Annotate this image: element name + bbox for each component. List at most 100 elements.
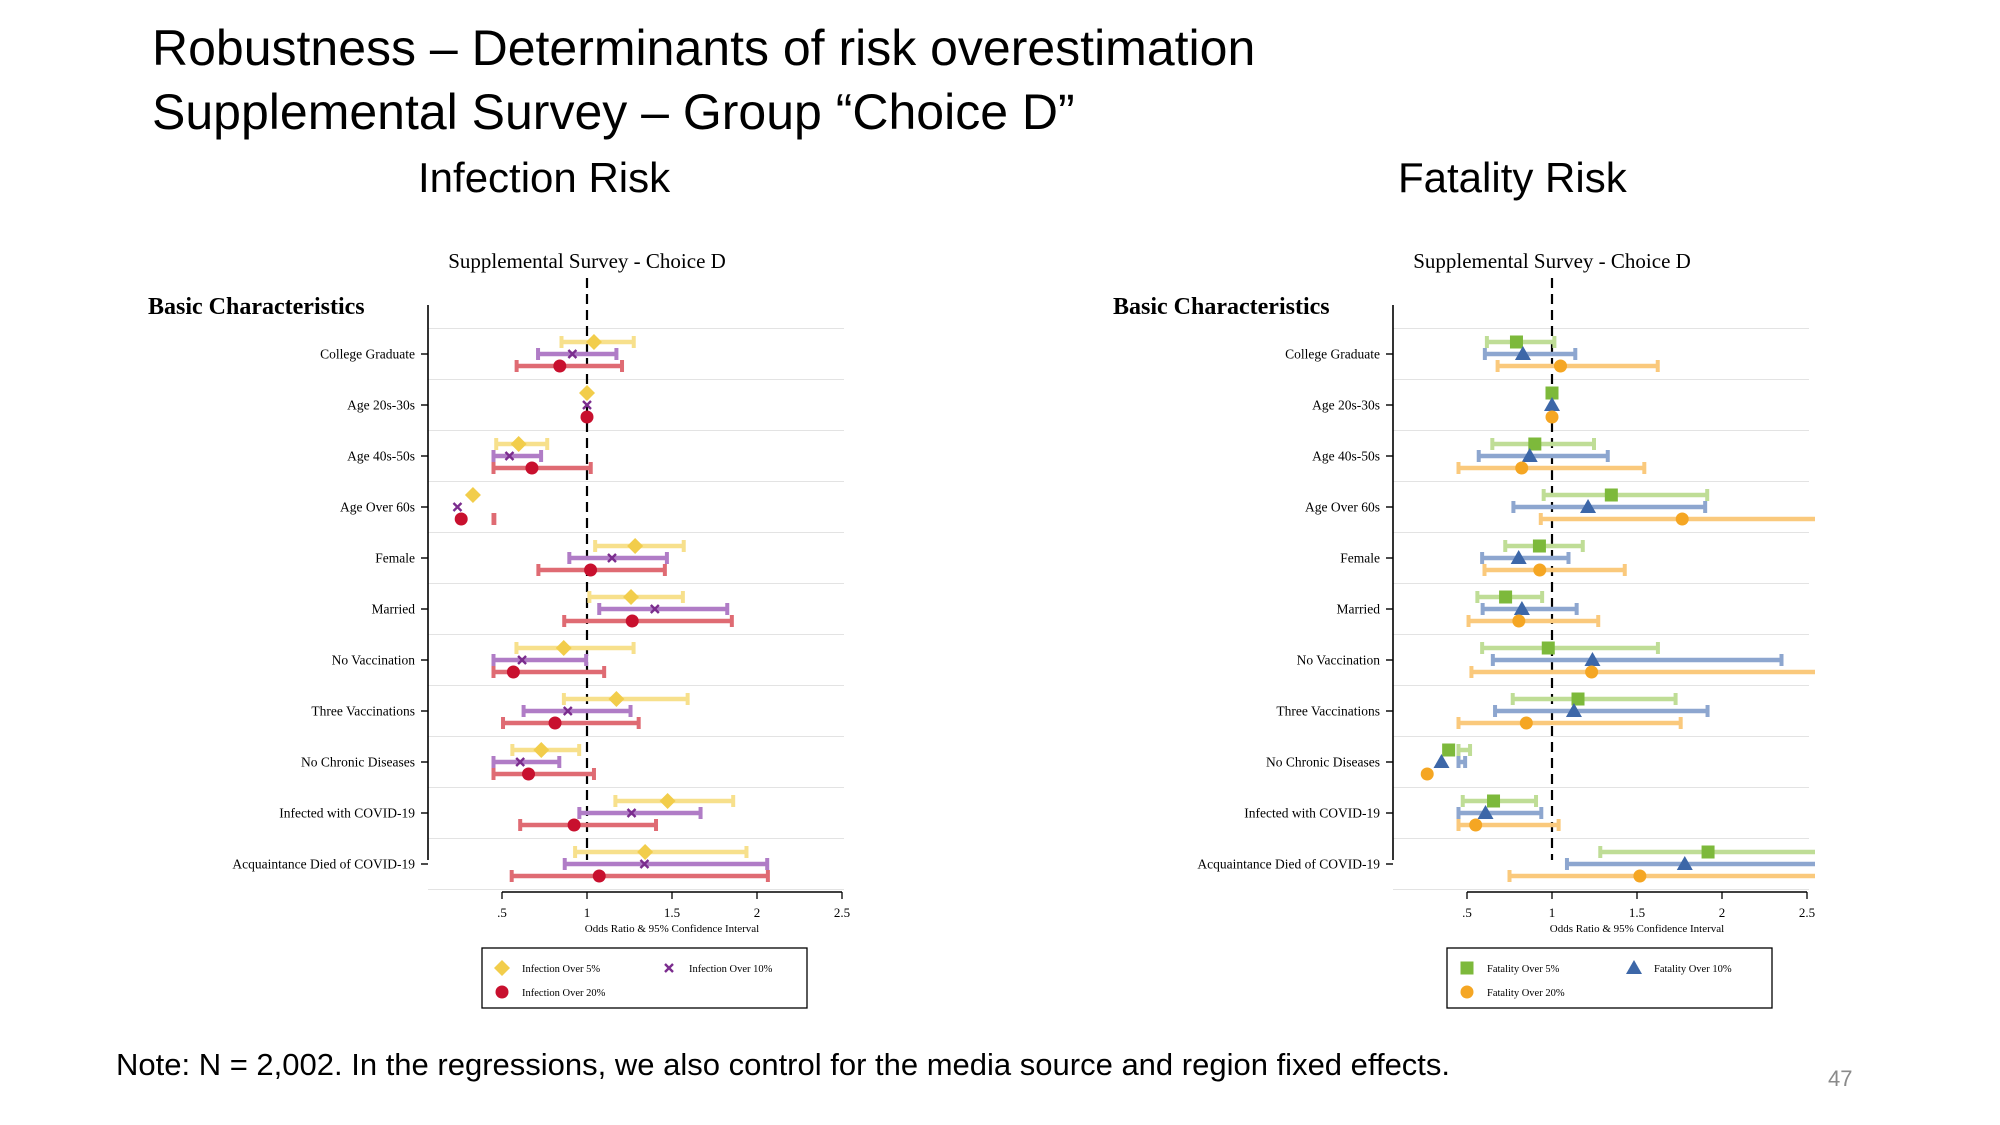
- estimate-point: [1469, 818, 1483, 832]
- estimate-point: [1544, 397, 1560, 411]
- section-label: Basic Characteristics: [148, 294, 365, 320]
- legend-label: Fatality Over 5%: [1487, 964, 1560, 975]
- estimate-point: [1514, 346, 1531, 360]
- category-label: No Chronic Diseases: [301, 755, 415, 770]
- x-tick-label: 2: [754, 905, 761, 920]
- category-label: College Graduate: [320, 347, 415, 362]
- chart-title: Supplemental Survey - Choice D: [1413, 249, 1691, 273]
- estimate-point: [649, 604, 660, 614]
- footnote: Note: N = 2,002. In the regressions, we …: [116, 1047, 1451, 1082]
- category-label: Female: [375, 551, 415, 566]
- legend-marker: [664, 963, 674, 973]
- estimate-point: [1545, 386, 1559, 400]
- estimate-point: [1545, 410, 1559, 424]
- infection-panel-title: Infection Risk: [418, 154, 671, 201]
- estimate-point: [1585, 665, 1599, 679]
- legend-label: Fatality Over 20%: [1487, 988, 1565, 999]
- estimate-point: [608, 691, 625, 707]
- legend-marker: [1460, 985, 1474, 999]
- category-label: Age 20s-30s: [1312, 398, 1380, 413]
- estimate-point: [659, 793, 676, 809]
- estimate-point: [510, 436, 527, 452]
- category-label: Three Vaccinations: [1276, 704, 1380, 719]
- category-label: Acquaintance Died of COVID-19: [1197, 857, 1380, 872]
- estimate-point: [1533, 563, 1547, 577]
- category-label: No Vaccination: [332, 653, 416, 668]
- x-tick-label: 2.5: [1799, 905, 1815, 920]
- estimate-point: [1499, 590, 1513, 604]
- estimate-point: [623, 589, 640, 605]
- legend-label: Infection Over 5%: [522, 964, 600, 975]
- estimate-point: [1509, 335, 1523, 349]
- estimate-point: [1420, 767, 1434, 781]
- category-label: Married: [372, 602, 416, 617]
- estimate-point: [553, 359, 567, 373]
- estimate-point: [1676, 856, 1693, 870]
- category-label: No Vaccination: [1297, 653, 1381, 668]
- category-label: Age 40s-50s: [347, 449, 415, 464]
- estimate-point: [1528, 437, 1542, 451]
- estimate-point: [592, 869, 606, 883]
- category-label: Three Vaccinations: [311, 704, 415, 719]
- category-label: Married: [1337, 602, 1381, 617]
- estimate-point: [1515, 461, 1529, 475]
- estimate-point: [1433, 754, 1450, 768]
- estimate-point: [464, 487, 481, 503]
- estimate-point: [1512, 614, 1526, 628]
- estimate-point: [454, 512, 468, 526]
- estimate-point: [506, 665, 520, 679]
- estimate-point: [567, 349, 578, 359]
- estimate-point: [1571, 692, 1585, 706]
- estimate-point: [1541, 641, 1555, 655]
- estimate-point: [637, 844, 654, 860]
- category-label: Age Over 60s: [1305, 500, 1380, 515]
- legend-marker: [1626, 960, 1642, 974]
- estimate-point: [1532, 539, 1546, 553]
- estimate-point: [1519, 716, 1533, 730]
- x-tick-label: 1.5: [1629, 905, 1645, 920]
- estimate-point: [580, 410, 594, 424]
- estimate-point: [1701, 845, 1715, 859]
- estimate-point: [627, 538, 644, 554]
- category-label: Age 40s-50s: [1312, 449, 1380, 464]
- x-tick-label: 1.5: [664, 905, 680, 920]
- legend-label: Infection Over 20%: [522, 988, 606, 999]
- legend-box: [481, 947, 808, 1009]
- estimate-point: [1633, 869, 1647, 883]
- estimate-point: [555, 640, 572, 656]
- category-label: Age Over 60s: [340, 500, 415, 515]
- estimate-point: [582, 400, 592, 410]
- estimate-point: [1521, 448, 1538, 462]
- estimate-point: [625, 614, 639, 628]
- category-label: Acquaintance Died of COVID-19: [232, 857, 415, 872]
- legend-label: Infection Over 10%: [689, 964, 773, 975]
- estimate-point: [1604, 488, 1618, 502]
- x-tick-label: .5: [497, 905, 507, 920]
- estimate-point: [548, 716, 562, 730]
- legend-box: [1446, 947, 1773, 1009]
- estimate-point: [567, 818, 581, 832]
- x-axis-title: Odds Ratio & 95% Confidence Interval: [585, 923, 759, 935]
- category-label: No Chronic Diseases: [1266, 755, 1380, 770]
- category-label: Infected with COVID-19: [1244, 806, 1380, 821]
- estimate-point: [517, 655, 527, 665]
- section-label: Basic Characteristics: [1113, 294, 1330, 320]
- estimate-point: [584, 563, 598, 577]
- estimate-point: [639, 859, 650, 869]
- estimate-point: [1477, 805, 1494, 819]
- estimate-point: [1513, 601, 1530, 615]
- category-label: Age 20s-30s: [347, 398, 415, 413]
- estimate-point: [1584, 652, 1601, 666]
- x-tick-label: 2: [1719, 905, 1726, 920]
- legend-label: Fatality Over 10%: [1654, 964, 1732, 975]
- estimate-point: [525, 461, 539, 475]
- estimate-point: [1510, 550, 1527, 564]
- estimate-point: [522, 767, 536, 781]
- estimate-point: [1565, 703, 1582, 717]
- estimate-point: [562, 706, 573, 716]
- estimate-point: [607, 553, 617, 563]
- fatality-risk-chart: Supplemental Survey - Choice D Basic Char…: [1113, 249, 1815, 1009]
- fatality-panel-title: Fatality Risk: [1398, 154, 1627, 201]
- slide-title-line-1: Robustness – Determinants of risk overes…: [152, 20, 1256, 76]
- estimate-point: [585, 334, 602, 350]
